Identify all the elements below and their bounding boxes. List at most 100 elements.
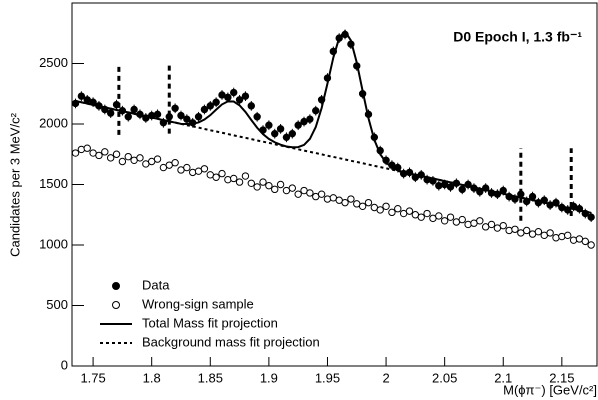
data-point bbox=[153, 110, 162, 119]
data-point bbox=[77, 92, 86, 100]
data-point bbox=[171, 159, 179, 167]
data-point bbox=[417, 213, 425, 221]
data-point bbox=[317, 96, 326, 104]
data-point bbox=[136, 110, 144, 119]
data-point bbox=[370, 133, 379, 142]
data-point bbox=[130, 105, 138, 114]
data-point bbox=[511, 225, 519, 233]
data-point bbox=[106, 109, 115, 117]
data-point bbox=[171, 104, 179, 112]
data-point bbox=[587, 241, 595, 249]
data-point bbox=[569, 236, 578, 244]
data-point bbox=[581, 237, 589, 246]
y-tick-label: 500 bbox=[46, 297, 68, 312]
data-point bbox=[341, 198, 349, 207]
data-point bbox=[212, 173, 220, 181]
annotation: D0 Epoch I, 1.3 fb⁻¹ bbox=[453, 29, 582, 45]
data-point bbox=[112, 100, 121, 109]
legend-label: Total Mass fit projection bbox=[142, 315, 278, 330]
data-point bbox=[259, 178, 267, 186]
data-point bbox=[177, 111, 185, 120]
data-point bbox=[364, 198, 373, 207]
plot-frame bbox=[71, 2, 598, 367]
x-tick-label: 2.05 bbox=[432, 370, 457, 385]
x-tick-label: 2.15 bbox=[549, 370, 574, 385]
data-point bbox=[224, 175, 232, 184]
data-point bbox=[259, 126, 267, 134]
data-point bbox=[247, 102, 255, 110]
data-point bbox=[212, 98, 220, 106]
data-point bbox=[540, 196, 548, 204]
fit-line bbox=[75, 29, 592, 214]
data-point bbox=[253, 183, 261, 191]
data-point bbox=[288, 129, 297, 138]
data-point bbox=[200, 165, 209, 173]
data-point bbox=[376, 146, 384, 155]
data-point bbox=[522, 197, 531, 206]
data-point bbox=[71, 149, 80, 157]
data-point bbox=[575, 205, 584, 213]
data-point bbox=[276, 180, 285, 189]
legend-marker bbox=[112, 301, 120, 309]
data-point bbox=[189, 119, 197, 127]
data-point bbox=[306, 115, 314, 123]
y-tick-label: 1000 bbox=[39, 236, 68, 251]
data-point bbox=[423, 175, 431, 184]
data-point bbox=[487, 189, 496, 197]
data-point bbox=[323, 195, 332, 203]
data-point bbox=[470, 184, 478, 192]
data-point bbox=[446, 183, 455, 191]
data-point bbox=[230, 88, 238, 97]
x-tick-label: 1.85 bbox=[198, 370, 223, 385]
data-point bbox=[241, 92, 250, 100]
data-point bbox=[341, 30, 349, 39]
data-point bbox=[546, 229, 554, 237]
data-point bbox=[194, 113, 203, 121]
data-point bbox=[265, 121, 273, 129]
data-point bbox=[493, 190, 502, 198]
data-point bbox=[265, 182, 273, 190]
data-point bbox=[435, 212, 443, 220]
data-point bbox=[511, 195, 519, 203]
data-point bbox=[564, 231, 572, 240]
data-point bbox=[476, 188, 484, 196]
data-point bbox=[394, 163, 402, 172]
x-tick-label: 2 bbox=[382, 370, 389, 385]
data-point bbox=[464, 220, 472, 229]
data-point bbox=[534, 227, 543, 236]
data-point bbox=[276, 125, 285, 133]
data-point bbox=[353, 62, 361, 70]
data-point bbox=[405, 168, 414, 177]
data-point bbox=[417, 171, 425, 179]
data-point bbox=[394, 205, 402, 213]
data-point bbox=[271, 185, 279, 194]
y-tick-label: 2000 bbox=[39, 115, 68, 130]
data-point bbox=[552, 198, 560, 207]
data-point bbox=[446, 213, 455, 221]
x-axis-label: M(ϕπ⁻) [GeV/c²] bbox=[503, 382, 597, 397]
x-tick-label: 1.75 bbox=[80, 370, 105, 385]
data-point bbox=[382, 156, 390, 165]
data-point bbox=[558, 232, 566, 241]
x-tick-label: 1.95 bbox=[315, 370, 340, 385]
data-point bbox=[189, 168, 197, 177]
data-point bbox=[230, 174, 238, 183]
data-point bbox=[376, 206, 384, 214]
data-point bbox=[200, 105, 209, 114]
data-point bbox=[241, 172, 250, 180]
data-point bbox=[522, 226, 531, 235]
data-point bbox=[587, 213, 595, 221]
legend-label: Background mass fit projection bbox=[142, 334, 320, 349]
data-point bbox=[487, 220, 496, 229]
data-point bbox=[440, 217, 449, 225]
data-point bbox=[429, 177, 437, 185]
data-point bbox=[382, 202, 390, 210]
data-point bbox=[329, 47, 338, 56]
data-point bbox=[581, 209, 589, 218]
data-point bbox=[206, 102, 214, 110]
data-point bbox=[528, 192, 537, 201]
data-point bbox=[153, 155, 162, 163]
data-point bbox=[464, 180, 472, 189]
data-point bbox=[294, 190, 302, 198]
data-point bbox=[481, 184, 490, 192]
